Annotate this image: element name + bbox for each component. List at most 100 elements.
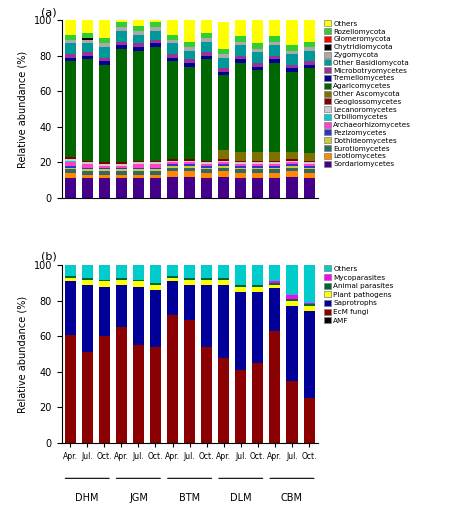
Bar <box>167 54 178 58</box>
Bar <box>99 19 110 38</box>
Bar <box>201 52 212 56</box>
Bar <box>167 167 178 171</box>
Bar <box>218 72 229 75</box>
Bar <box>82 175 93 178</box>
Bar <box>167 166 178 167</box>
Bar <box>235 167 246 169</box>
Bar <box>82 56 93 60</box>
Bar <box>150 27 161 31</box>
Bar <box>286 177 298 198</box>
Bar <box>64 58 76 61</box>
Bar <box>99 43 110 47</box>
Text: JGM: JGM <box>129 493 148 502</box>
Bar <box>269 166 281 167</box>
Bar <box>235 265 246 285</box>
Bar <box>286 306 298 381</box>
Bar <box>269 162 281 164</box>
Bar <box>252 63 264 67</box>
Bar <box>99 38 110 43</box>
Bar <box>150 162 161 164</box>
Bar <box>167 164 178 166</box>
Bar <box>269 56 281 60</box>
Bar <box>252 43 264 49</box>
Bar <box>150 178 161 198</box>
Bar <box>64 167 76 169</box>
Bar <box>116 42 127 45</box>
Bar <box>150 161 161 162</box>
Bar <box>167 61 178 159</box>
Bar <box>82 265 93 278</box>
Bar <box>218 278 229 279</box>
Bar <box>218 285 229 358</box>
Bar <box>99 47 110 58</box>
Bar <box>64 40 76 43</box>
Bar <box>184 320 195 443</box>
Bar <box>286 72 298 152</box>
Bar <box>116 22 127 27</box>
Bar <box>133 6 144 25</box>
Bar <box>167 315 178 443</box>
Bar <box>133 164 144 167</box>
Bar <box>99 61 110 65</box>
Bar <box>99 336 110 443</box>
Bar <box>286 381 298 443</box>
Bar <box>218 54 229 58</box>
Bar <box>252 161 264 162</box>
Bar <box>184 164 195 166</box>
Bar <box>286 301 298 306</box>
Bar <box>184 279 195 285</box>
Bar <box>82 43 93 52</box>
Bar <box>201 161 212 162</box>
Text: (a): (a) <box>41 7 57 17</box>
Bar <box>184 47 195 50</box>
Bar <box>99 169 110 171</box>
Bar <box>252 287 264 292</box>
Bar <box>99 281 110 287</box>
Bar <box>64 178 76 198</box>
Bar <box>286 65 298 68</box>
Bar <box>269 45 281 56</box>
Bar <box>99 65 110 162</box>
Bar <box>82 33 93 38</box>
Bar <box>286 50 298 54</box>
Text: BTM: BTM <box>179 493 200 502</box>
Bar <box>235 173 246 178</box>
Bar <box>201 278 212 279</box>
Bar <box>303 161 315 162</box>
Bar <box>150 22 161 27</box>
Bar <box>150 43 161 47</box>
Bar <box>184 63 195 67</box>
Bar <box>269 63 281 152</box>
Bar <box>133 35 144 43</box>
Bar <box>218 162 229 164</box>
Text: DLM: DLM <box>230 493 252 502</box>
Bar <box>235 161 246 162</box>
Bar <box>133 43 144 47</box>
Bar <box>184 162 195 164</box>
Bar <box>184 278 195 279</box>
Bar <box>218 75 229 150</box>
Bar <box>167 40 178 43</box>
Bar <box>252 67 264 70</box>
Text: DHM: DHM <box>75 493 99 502</box>
Bar <box>303 173 315 178</box>
Bar <box>150 5 161 22</box>
Bar <box>116 171 127 175</box>
Bar <box>303 65 315 68</box>
Bar <box>99 287 110 336</box>
Bar <box>167 265 178 276</box>
Bar <box>184 285 195 320</box>
Bar <box>133 171 144 175</box>
Bar <box>82 171 93 175</box>
Bar <box>116 178 127 198</box>
Bar <box>201 347 212 443</box>
Bar <box>218 265 229 278</box>
Bar <box>201 167 212 169</box>
Bar <box>218 68 229 72</box>
Bar <box>82 352 93 443</box>
Bar <box>167 35 178 40</box>
Bar <box>218 166 229 167</box>
Bar <box>133 161 144 162</box>
Bar <box>303 164 315 166</box>
Bar <box>184 19 195 42</box>
